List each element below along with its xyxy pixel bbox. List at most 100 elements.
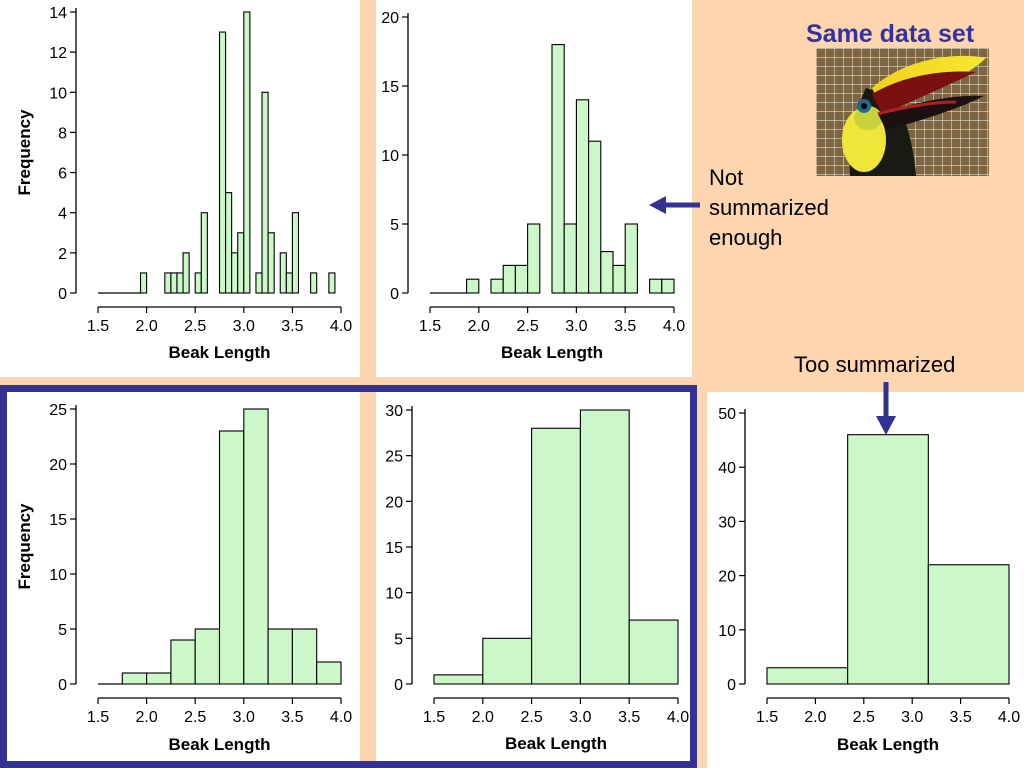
y-tick-label: 0	[58, 286, 67, 303]
histogram-panel-4: 0 5 10 15 20 25 30 1.5 2.0 2.5 3.0 3.5 4.0 Beak Lengt…	[376, 385, 692, 768]
histogram-bar-10	[231, 252, 239, 294]
histogram-bar-5	[628, 619, 679, 685]
histogram-panel-3: 0 5 10 15 20 25 1.5 2.0 2.5 3.0 3.5 4.0 Beak Length F…	[0, 385, 360, 768]
histogram-bar-3	[170, 272, 178, 294]
x-tick-label: 2.5	[184, 709, 206, 726]
histogram-bar-10	[600, 251, 614, 294]
histogram-panel-1: 0 2 4 6 8 10 12 14 1.5 2.0 2.5 3.0 3.5 4.0 Beak Length…	[0, 0, 360, 377]
arrow-left-icon	[649, 196, 700, 214]
histogram-bar-1	[433, 674, 484, 685]
x-tick-label: 1.5	[423, 709, 445, 726]
histogram-bar-4	[194, 628, 221, 685]
histogram-bar-5	[527, 223, 541, 294]
histogram-bar-18	[291, 212, 300, 294]
x-tick-label: 3.0	[565, 318, 587, 335]
y-tick-label: 10	[381, 148, 399, 165]
x-tick-label: 2.0	[135, 709, 157, 726]
y-tick-label: 20	[381, 10, 399, 27]
x-axis-title: Beak Length	[505, 734, 607, 753]
histogram-bar-8	[218, 31, 227, 294]
x-tick-label: 2.0	[472, 709, 494, 726]
histogram-bar-6	[194, 272, 202, 294]
histogram-bar-5	[182, 252, 190, 294]
histogram-bar-8	[575, 99, 590, 294]
x-tick-label: 3.0	[233, 709, 255, 726]
histogram-bar-6	[243, 408, 269, 685]
histogram-bar-3	[927, 564, 1010, 685]
histogram-5: 0 10 20 30 40 50 1.5 2.0 2.5 3.0 3.5 4.0 Beak Length	[718, 406, 1020, 754]
histogram-bar-1	[139, 272, 148, 294]
histogram-bar-13	[649, 278, 663, 294]
x-axis-title: Beak Length	[168, 343, 270, 362]
x-tick-label: 4.0	[998, 709, 1020, 726]
histogram-bar-9	[225, 192, 233, 294]
histogram-bar-11	[612, 264, 626, 294]
y-tick-label: 4	[58, 206, 67, 223]
x-tick-label: 3.5	[281, 318, 303, 335]
histogram-bar-1	[466, 278, 480, 294]
arrow-down-icon	[876, 382, 896, 435]
histogram-panel-2: 0 5 10 15 20 1.5 2.0 2.5 3.0 3.5 4.0 Beak Length	[376, 0, 692, 377]
x-tick-label: 3.5	[618, 709, 640, 726]
x-tick-label: 4.0	[663, 318, 685, 335]
x-tick-label: 2.5	[853, 709, 875, 726]
histogram-bar-3	[502, 264, 516, 294]
histogram-bar-1	[766, 667, 849, 685]
histogram-2: 0 5 10 15 20 1.5 2.0 2.5 3.0 3.5 4.0 Beak Length	[381, 10, 685, 362]
histogram-bar-17	[285, 272, 293, 294]
x-tick-label: 3.5	[949, 709, 971, 726]
x-tick-label: 2.5	[184, 318, 206, 335]
histogram-bar-1	[121, 672, 148, 685]
histogram-bar-4	[176, 272, 184, 294]
x-tick-label: 4.0	[330, 318, 352, 335]
y-axis-title: Frequency	[15, 109, 34, 196]
y-tick-label: 40	[718, 460, 736, 477]
histogram-bar-14	[661, 278, 675, 294]
histogram-bar-2	[490, 278, 504, 294]
x-tick-label: 1.5	[419, 318, 441, 335]
y-tick-label: 30	[385, 403, 403, 420]
x-tick-label: 3.0	[569, 709, 591, 726]
y-tick-label: 15	[49, 512, 67, 529]
x-tick-label: 2.0	[135, 318, 157, 335]
y-tick-label: 0	[390, 286, 399, 303]
histogram-bar-15	[267, 232, 275, 294]
x-tick-label: 2.0	[804, 709, 826, 726]
y-tick-label: 2	[58, 246, 67, 263]
y-tick-label: 6	[58, 166, 67, 183]
y-tick-label: 10	[49, 85, 67, 102]
x-tick-label: 4.0	[330, 709, 352, 726]
note-too-summarized: Too summarized	[794, 352, 956, 377]
histogram-4: 0 5 10 15 20 25 30 1.5 2.0 2.5 3.0 3.5 4.0 Beak Lengt…	[385, 403, 689, 753]
note-not-summarized: Not summarized enough	[709, 163, 859, 253]
histogram-3: 0 5 10 15 20 25 1.5 2.0 2.5 3.0 3.5 4.0 Beak Length F…	[15, 402, 352, 754]
histogram-bar-7	[200, 212, 208, 294]
x-tick-label: 2.0	[468, 318, 490, 335]
histogram-bar-4	[514, 264, 529, 294]
note-line-1: Not	[709, 165, 744, 190]
y-tick-label: 20	[49, 457, 67, 474]
histogram-bar-14	[261, 91, 269, 294]
note-line-3: enough	[709, 225, 783, 250]
x-tick-label: 3.0	[901, 709, 923, 726]
histogram-bar-2	[482, 637, 533, 685]
histogram-bar-5	[218, 430, 245, 685]
y-tick-label: 14	[49, 5, 67, 22]
y-tick-label: 0	[727, 677, 736, 694]
y-tick-label: 50	[718, 406, 736, 423]
y-tick-label: 10	[718, 623, 736, 640]
histogram-bar-7	[267, 628, 293, 685]
histogram-bar-8	[291, 628, 318, 685]
histogram-panel-5: 0 10 20 30 40 50 1.5 2.0 2.5 3.0 3.5 4.0 Beak Length	[707, 392, 1024, 768]
x-tick-label: 1.5	[87, 318, 109, 335]
histogram-bar-9	[588, 140, 602, 294]
title-same-data-set: Same data set	[806, 20, 975, 48]
histogram-bar-2	[164, 272, 172, 294]
x-tick-label: 3.5	[281, 709, 303, 726]
y-tick-label: 0	[394, 677, 403, 694]
histogram-bar-2	[146, 672, 172, 685]
histogram-bar-3	[170, 639, 196, 685]
x-tick-label: 3.5	[614, 318, 636, 335]
histogram-bar-20	[328, 272, 336, 294]
y-tick-label: 5	[394, 631, 403, 648]
